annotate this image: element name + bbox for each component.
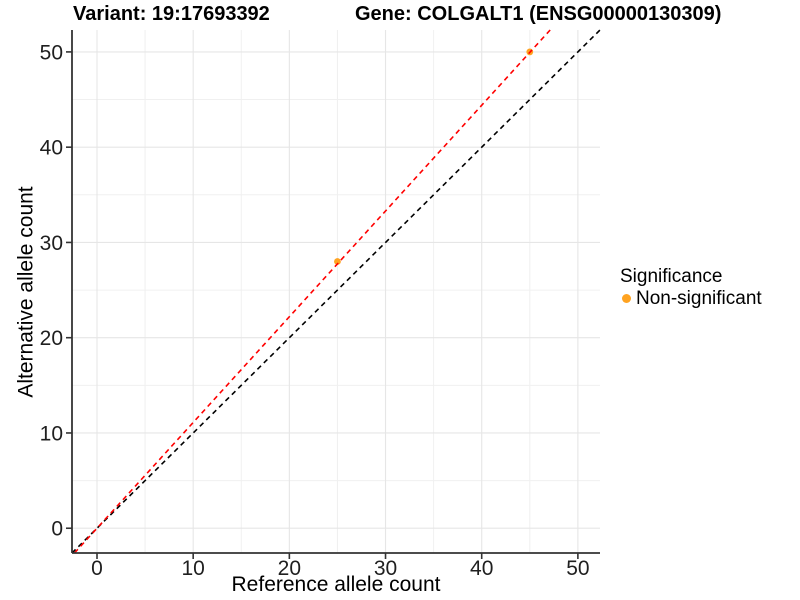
x-tick-label: 0 (91, 557, 103, 580)
x-tick-label: 10 (182, 557, 205, 580)
legend-item-label: Non-significant (636, 288, 762, 309)
legend-title: Significance (620, 266, 723, 287)
y-tick-label: 10 (40, 422, 63, 445)
y-axis-title: Alternative allele count (14, 186, 38, 398)
legend: Significance Non-significant (620, 266, 762, 309)
y-tick-label: 20 (40, 327, 63, 350)
legend-point-icon (622, 294, 631, 303)
x-tick-label: 20 (278, 557, 301, 580)
data-point (334, 258, 341, 265)
y-tick-label: 30 (40, 232, 63, 255)
fitted-line (73, 29, 551, 554)
x-axis-title: Reference allele count (231, 573, 441, 596)
plot-title-variant: Variant: 19:17693392 (73, 3, 270, 25)
legend-item-non-significant: Non-significant (620, 288, 762, 309)
plot-title-gene: Gene: COLGALT1 (ENSG00000130309) (355, 3, 722, 25)
x-tick-label: 30 (374, 557, 397, 580)
x-tick-label: 40 (470, 557, 493, 580)
identity-line (71, 29, 601, 554)
y-tick-label: 40 (40, 137, 63, 160)
y-tick-label: 50 (40, 41, 63, 64)
y-tick-label: 0 (51, 518, 63, 541)
x-tick-label: 50 (566, 557, 589, 580)
